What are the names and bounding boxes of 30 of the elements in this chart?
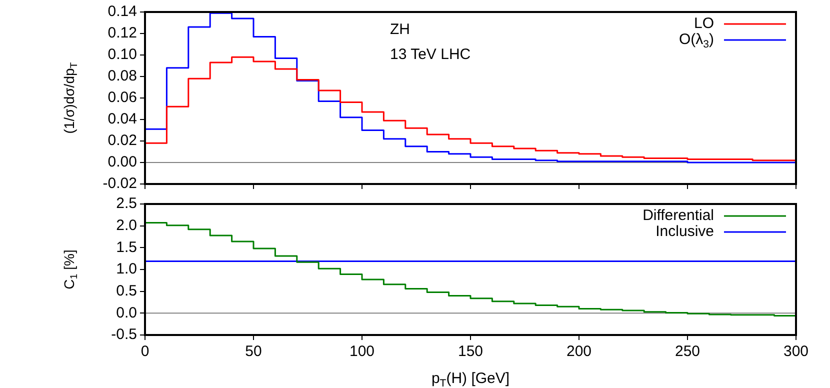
x-tick-label: 200	[566, 343, 592, 360]
x-tick-label: 50	[245, 343, 262, 360]
y-tick-label: 0.08	[108, 68, 137, 85]
y-tick-label: -0.5	[111, 326, 137, 344]
y-tick-label: 1.0	[116, 260, 137, 278]
annotation: 13 TeV LHC	[390, 46, 471, 64]
y-tick-label: 0.12	[108, 24, 137, 42]
x-tick-label: 250	[674, 343, 700, 360]
x-tick-label: 0	[140, 343, 150, 360]
y-axis-title: (1/σ)dσ/dpT	[60, 62, 80, 134]
x-tick-label: 100	[349, 343, 375, 360]
legend-label: Inclusive	[656, 223, 714, 240]
y-tick-label: 0.02	[108, 132, 137, 150]
y-axis-title: C1 [%]	[60, 250, 80, 290]
annotation: ZH	[390, 21, 410, 38]
x-tick-label: 150	[458, 343, 484, 360]
legend-label: LO	[694, 15, 714, 32]
y-tick-label: 0.0	[116, 304, 137, 322]
y-tick-label: 1.5	[116, 238, 137, 256]
y-tick-label: 0.04	[108, 110, 137, 128]
y-tick-label: 0.00	[108, 154, 137, 171]
x-tick-label: 300	[783, 343, 809, 360]
legend-label: Differential	[642, 207, 714, 224]
y-tick-label: -0.02	[102, 175, 137, 192]
y-tick-label: 0.06	[108, 89, 137, 106]
y-tick-label: 2.0	[116, 216, 137, 234]
y-tick-label: 0.10	[108, 46, 137, 64]
y-tick-label: 0.14	[108, 3, 137, 20]
y-tick-label: 2.5	[116, 195, 137, 212]
y-tick-label: 0.5	[116, 282, 137, 300]
